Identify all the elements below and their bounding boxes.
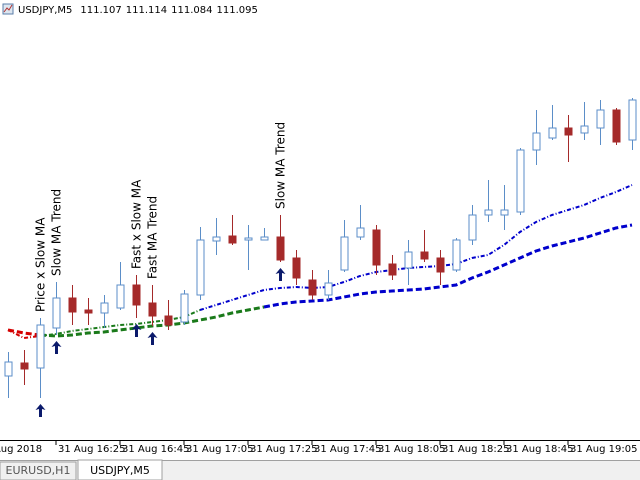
signal-label: Slow MA Trend <box>274 122 288 209</box>
chart-icon-line <box>3 4 13 13</box>
candle-body <box>580 125 589 134</box>
x-tick-label: 31 Aug 18:45 <box>506 444 573 455</box>
candle-body <box>180 293 189 323</box>
candle-body <box>116 284 125 309</box>
candle-body <box>516 149 525 213</box>
signal-label: Price x Slow MA <box>34 217 48 312</box>
candle-body <box>484 209 493 216</box>
symbol: USDJPY,M5 <box>18 5 72 16</box>
candle-body <box>596 109 605 129</box>
candle-body <box>212 236 221 242</box>
candle-body <box>148 302 157 317</box>
signal-arrow <box>51 341 62 354</box>
candle-body <box>196 239 205 296</box>
signal-label: Slow MA Trend <box>50 189 64 276</box>
candle-body <box>468 214 477 241</box>
tab[interactable] <box>0 461 77 480</box>
candle-body <box>292 257 301 279</box>
candle-body <box>100 302 109 314</box>
header-value: 111.114 <box>126 5 167 16</box>
plot: Price x Slow MA Slow MA Trend Fast x Slow … <box>4 98 637 417</box>
x-tick-label: 31 Aug 18:05 <box>378 444 445 455</box>
candle-body <box>324 282 333 296</box>
candle-body <box>164 315 173 326</box>
candle-body <box>404 251 413 269</box>
tab-label[interactable]: USDJPY,M5 <box>90 464 150 477</box>
candle-body <box>452 239 461 271</box>
candle-body <box>420 251 429 260</box>
x-tick-label: 31 Aug 16:25 <box>58 444 125 455</box>
tab-label[interactable]: EURUSD,H1 <box>6 464 71 477</box>
x-tick-label: 31 Aug 2018 <box>0 444 42 455</box>
header-value: 111.095 <box>216 5 257 16</box>
header-value: 111.107 <box>80 5 121 16</box>
candle-body <box>228 235 237 244</box>
x-tick-label: 31 Aug 16:45 <box>122 444 189 455</box>
moving-average <box>7 328 41 337</box>
x-tick-label: 31 Aug 17:45 <box>314 444 381 455</box>
candle-body <box>500 209 509 216</box>
candle-body <box>628 99 637 141</box>
x-tick-label: 31 Aug 17:05 <box>186 444 253 455</box>
candle-body <box>260 236 269 241</box>
chart-header: USDJPY,M5 111.107 111.114 111.084 111.095 <box>18 5 258 16</box>
candle-body <box>564 127 573 136</box>
x-tick-label: 31 Aug 17:25 <box>250 444 317 455</box>
signal-arrow <box>131 324 142 337</box>
chart-background <box>0 0 640 460</box>
tab[interactable] <box>77 459 163 480</box>
moving-average <box>263 223 633 309</box>
candle-body <box>244 237 253 241</box>
candle-body <box>340 236 349 271</box>
signal-arrow <box>147 332 158 345</box>
candle-body <box>276 236 285 261</box>
candle-body <box>52 297 61 329</box>
candle-body <box>84 309 93 314</box>
x-tick-label: 31 Aug 18:25 <box>442 444 509 455</box>
signal-arrow <box>275 268 286 281</box>
candle-body <box>372 229 381 266</box>
candle-body <box>132 284 141 306</box>
moving-average <box>7 329 41 340</box>
x-tick-label: 31 Aug 19:05 <box>570 444 637 455</box>
moving-average <box>199 184 633 311</box>
candle-body <box>356 227 365 238</box>
candle-body <box>4 361 13 377</box>
candle-body <box>68 297 77 313</box>
header-value: 111.084 <box>171 5 212 16</box>
candle-body <box>388 263 397 276</box>
signal-arrow <box>35 404 46 417</box>
candle-body <box>436 257 445 273</box>
candle-body <box>548 127 557 139</box>
signal-label: Fast MA Trend <box>146 196 160 279</box>
candle-body <box>36 324 45 369</box>
candle-body <box>308 279 317 296</box>
candle-body <box>20 362 29 370</box>
candle-body <box>532 132 541 151</box>
signal-label: Fast x Slow MA <box>130 179 144 269</box>
candle-body <box>612 109 621 143</box>
